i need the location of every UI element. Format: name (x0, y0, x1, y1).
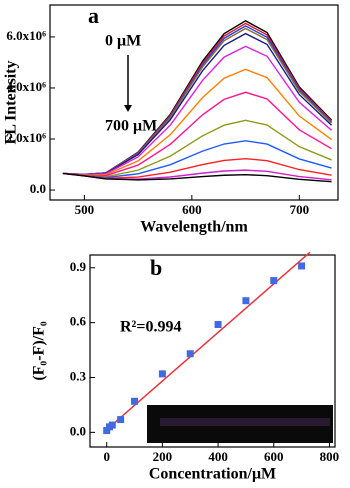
y-tick-label: 0.0 (70, 423, 86, 438)
data-point (131, 397, 139, 405)
y-tick-label: 2.0x10⁶ (6, 130, 46, 145)
annotation: 0 μM (105, 33, 141, 50)
spectrum-line (62, 91, 332, 177)
spectrum-line (62, 172, 332, 183)
plot-frame (49, 4, 339, 201)
data-point (108, 421, 116, 429)
y-tick-label: 0.9 (70, 259, 87, 274)
x-tick-label: 600 (182, 202, 202, 217)
x-axis-label: Concentration/μM (149, 466, 276, 483)
data-point (103, 427, 111, 435)
y-axis-label: (F₀-F)/F₀ (31, 321, 48, 381)
panel-label: b (150, 255, 162, 280)
x-tick-label: 200 (153, 449, 173, 464)
data-point (270, 277, 278, 285)
x-tick-label: 500 (75, 202, 95, 217)
x-tick-label: 400 (208, 449, 228, 464)
annotation: R²=0.994 (120, 319, 181, 336)
spectrum-line (62, 27, 333, 176)
y-tick-label: 4.0x10⁶ (6, 79, 46, 94)
y-tick-label: 0.0 (30, 181, 46, 196)
x-tick-label: 0 (103, 449, 110, 464)
data-point (298, 262, 306, 270)
data-point (158, 370, 166, 378)
x-tick-label: 700 (290, 202, 310, 217)
x-axis-label: Wavelength/nm (140, 219, 248, 236)
spectrum-line (62, 140, 332, 179)
y-tick-label: 0.3 (70, 368, 87, 383)
arrow-head (124, 105, 132, 112)
inset-vials (160, 418, 330, 426)
spectrum-line (62, 22, 333, 176)
plot-frame (89, 254, 336, 448)
x-tick-label: 600 (264, 449, 284, 464)
data-point (186, 350, 194, 358)
data-point (214, 320, 222, 328)
annotation: 700 μM (105, 118, 157, 135)
y-tick-label: 6.0x10⁶ (6, 28, 46, 43)
data-point (117, 416, 125, 424)
data-point (242, 297, 250, 305)
spectrum-line (62, 119, 332, 178)
y-tick-label: 0.6 (70, 314, 87, 329)
spectrum-line (62, 25, 333, 176)
panel-label: a (88, 3, 99, 28)
y-axis-label: FL Intensity (3, 60, 20, 144)
x-tick-label: 800 (320, 449, 340, 464)
spectrum-line (62, 20, 333, 176)
